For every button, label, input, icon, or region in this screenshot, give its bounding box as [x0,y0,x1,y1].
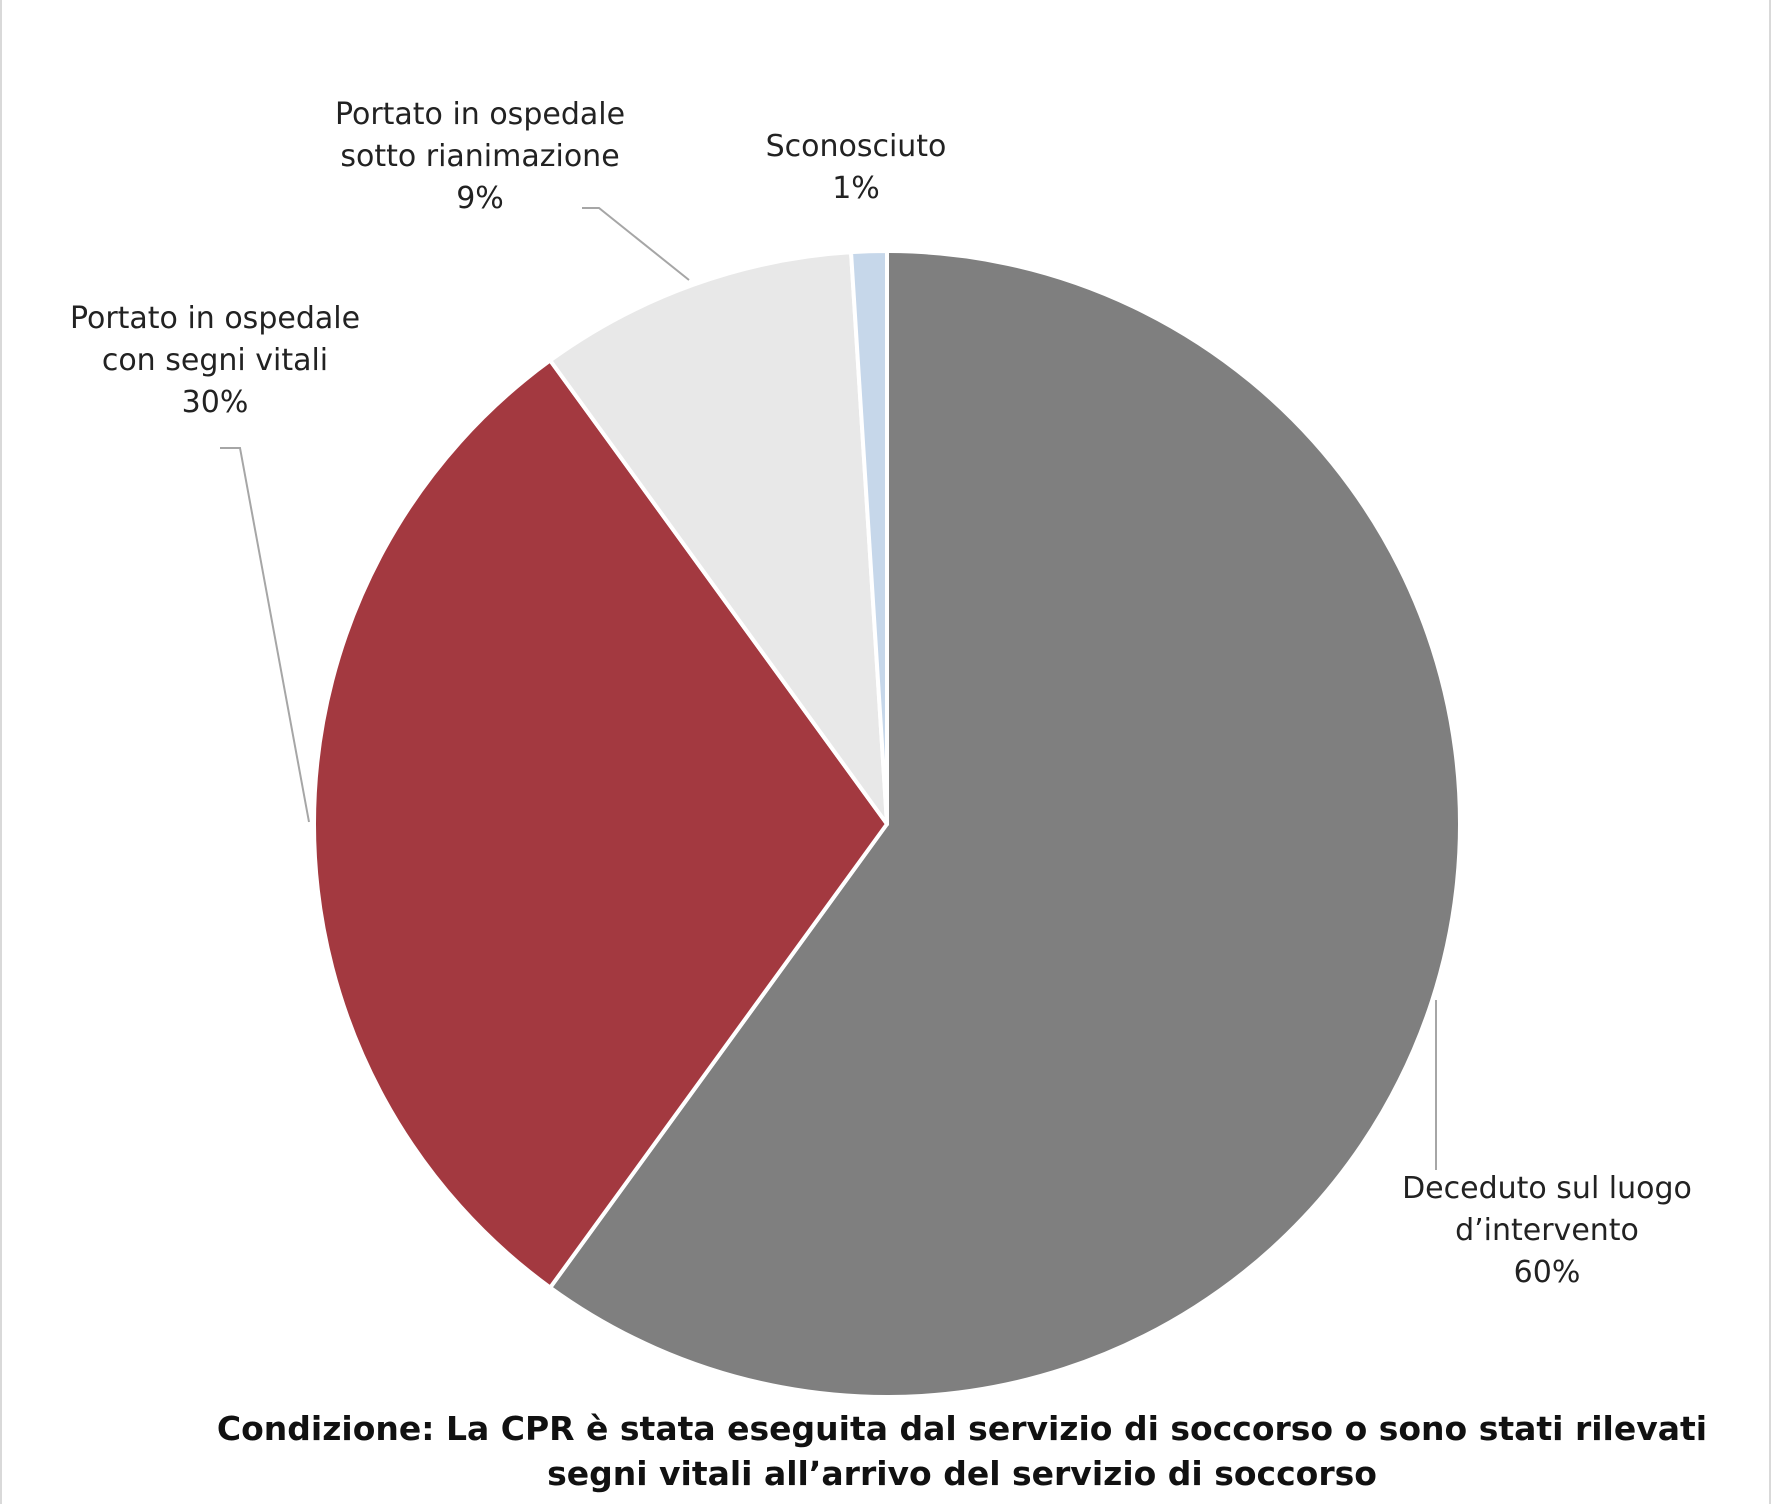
slice-3-label-line-1: Portato in ospedale [335,97,625,132]
slice-2-value-label: 30% [182,385,249,420]
leader-line-2 [220,447,310,823]
leader-line-3 [582,207,690,281]
slice-3-label-line-2: sotto rianimazione [340,139,619,174]
slice-1-value-label: 60% [1514,1255,1581,1290]
slice-4-value-label: 1% [832,171,880,206]
slice-1-label-line-1: Deceduto sul luogo [1402,1171,1692,1206]
slice-1-label-line-2: d’intervento [1455,1213,1639,1248]
pie-slice-1 [548,249,1462,1399]
leader-lines [220,207,1437,1170]
chart-caption-line-1: Condizione: La CPR è stata eseguita dal … [217,1409,1707,1448]
pie-slice-4 [849,249,889,826]
chart-caption-line-2: segni vitali all’arrivo del servizio di … [547,1454,1377,1493]
slice-3-value-label: 9% [456,181,504,216]
pie-slice-2 [312,358,889,1290]
slice-4-label-line-1: Sconosciuto [766,129,947,164]
pie-slice-3 [548,250,889,826]
slice-2-label-line-1: Portato in ospedale [70,301,360,336]
pie-slices [312,249,1462,1399]
slice-2-label-line-2: con segni vitali [102,343,328,378]
slice-labels: Deceduto sul luogo d’intervento 60% Portato… [70,97,1692,1290]
